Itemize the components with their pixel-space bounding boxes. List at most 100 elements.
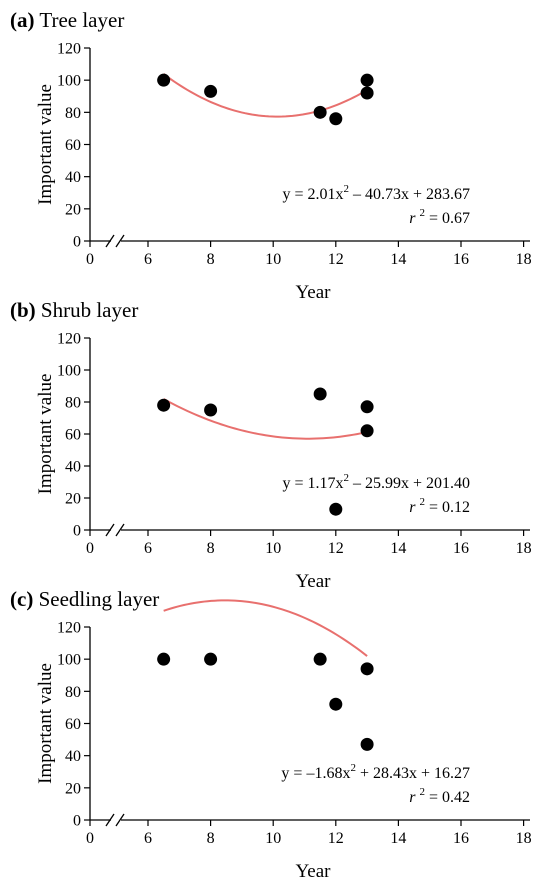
y-tick-label: 40	[65, 169, 81, 186]
x-tick-label: 8	[207, 251, 215, 268]
x-tick-label: 10	[265, 540, 281, 557]
y-tick-label: 20	[65, 491, 81, 508]
chart-panel-b: (b) Shrub layer 0 20 40 60 80 100 120 0 6 8 10 12 14 1…	[10, 298, 532, 592]
chart-title: (a) Tree layer	[10, 8, 124, 32]
r-squared: r 2 = 0.42	[409, 786, 470, 806]
y-axis-title: Important value	[35, 84, 56, 205]
x-tick-label: 8	[207, 830, 215, 847]
data-point	[204, 84, 218, 98]
equation-rest: – 25.99x + 201.40	[349, 475, 470, 492]
data-point	[157, 73, 171, 87]
x-tick-label: 6	[144, 830, 152, 847]
x-tick-label: 18	[516, 540, 532, 557]
x-tick-label: 0	[86, 251, 94, 268]
x-tick-label: 12	[328, 251, 344, 268]
panel-label: (a)	[10, 8, 35, 32]
r-value: = 0.67	[425, 210, 470, 227]
r-symbol: r	[409, 499, 416, 516]
x-tick-label: 14	[390, 251, 406, 268]
data-point	[157, 652, 171, 666]
equation-rest: – 40.73x + 283.67	[349, 186, 470, 203]
data-point	[360, 73, 374, 87]
x-tick-label: 18	[516, 251, 532, 268]
x-tick-label: 16	[453, 251, 469, 268]
x-tick-label: 16	[453, 830, 469, 847]
panel-title-text: Tree layer	[39, 8, 124, 32]
x-tick-label: 0	[86, 540, 94, 557]
panel-label: (b)	[10, 298, 36, 322]
data-point	[360, 662, 374, 676]
r-symbol: r	[409, 210, 416, 227]
x-tick-label: 12	[328, 540, 344, 557]
y-tick-label: 100	[57, 363, 81, 380]
chart-panel-a: (a) Tree layer 0 20 40 60 80 100 120 0 6 8 10 12 14 16…	[10, 8, 532, 303]
data-point	[313, 387, 327, 401]
panel-label: (c)	[10, 587, 33, 611]
equation-main: y = 1.17x	[282, 475, 343, 492]
y-tick-label: 60	[65, 137, 81, 154]
y-tick-label: 20	[65, 201, 81, 218]
data-point	[204, 652, 218, 666]
data-point	[360, 400, 374, 414]
y-tick-label: 120	[57, 620, 81, 637]
y-tick-label: 80	[65, 684, 81, 701]
r-squared: r 2 = 0.67	[409, 207, 470, 227]
y-tick-label: 80	[65, 105, 81, 122]
x-tick-label: 8	[207, 540, 215, 557]
axis-break-mark	[105, 234, 115, 248]
panel-title-text: Shrub layer	[41, 298, 138, 322]
r-squared: r 2 = 0.12	[409, 496, 470, 516]
data-point	[313, 105, 327, 119]
chart-title: (c) Seedling layer	[10, 587, 159, 611]
data-point	[360, 424, 374, 438]
y-tick-label: 100	[57, 73, 81, 90]
r-exponent: 2	[419, 496, 425, 508]
chart-panel-c: (c) Seedling layer 0 20 40 60 80 100 120 0 6 8 10 12…	[10, 587, 532, 882]
x-tick-label: 16	[453, 540, 469, 557]
axis-break-mark	[105, 813, 115, 827]
equation-exponent: 2	[350, 762, 356, 774]
data-point	[329, 697, 343, 711]
chart-title: (b) Shrub layer	[10, 298, 138, 322]
fit-equation: y = 2.01x2 – 40.73x + 283.67	[282, 183, 470, 203]
y-tick-label: 0	[73, 813, 81, 830]
axis-break-mark	[115, 813, 125, 827]
fit-curve	[163, 73, 368, 118]
equation-exponent: 2	[343, 183, 349, 195]
data-point	[360, 737, 374, 751]
x-tick-label: 10	[265, 251, 281, 268]
data-point	[329, 502, 343, 516]
y-tick-label: 40	[65, 748, 81, 765]
fit-equation: y = 1.17x2 – 25.99x + 201.40	[282, 472, 470, 492]
x-tick-label: 6	[144, 251, 152, 268]
fit-equation: y = –1.68x2 + 28.43x + 16.27	[281, 762, 470, 782]
x-tick-label: 14	[390, 830, 406, 847]
y-axis-title: Important value	[35, 663, 56, 784]
y-tick-label: 80	[65, 395, 81, 412]
axis-break-mark	[115, 234, 125, 248]
axis-break-mark	[105, 523, 115, 537]
y-tick-label: 100	[57, 652, 81, 669]
x-axis-title: Year	[295, 571, 331, 592]
y-tick-label: 120	[57, 331, 81, 348]
axis-break-mark	[115, 523, 125, 537]
x-axis-title: Year	[295, 861, 331, 882]
y-axis-title: Important value	[35, 374, 56, 495]
data-point	[157, 398, 171, 412]
y-tick-label: 0	[73, 523, 81, 540]
y-tick-label: 60	[65, 427, 81, 444]
x-tick-label: 12	[328, 830, 344, 847]
x-tick-label: 18	[516, 830, 532, 847]
equation-exponent: 2	[343, 472, 349, 484]
y-tick-label: 60	[65, 716, 81, 733]
y-tick-label: 20	[65, 780, 81, 797]
y-tick-label: 0	[73, 234, 81, 251]
fit-curve	[163, 599, 368, 657]
x-tick-label: 10	[265, 830, 281, 847]
y-tick-label: 40	[65, 459, 81, 476]
equation-rest: + 28.43x + 16.27	[356, 765, 470, 782]
y-tick-label: 120	[57, 41, 81, 58]
x-tick-label: 6	[144, 540, 152, 557]
x-tick-label: 0	[86, 830, 94, 847]
